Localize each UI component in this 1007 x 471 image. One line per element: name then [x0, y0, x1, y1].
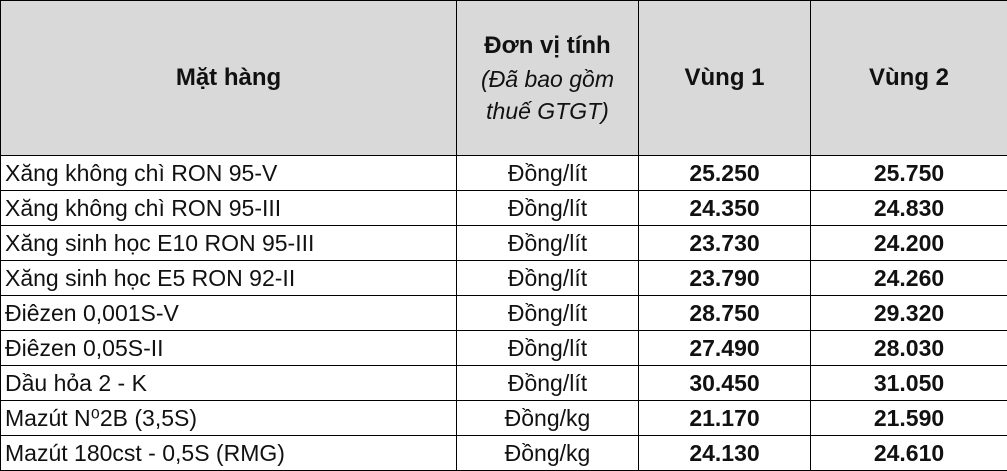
table-cell: 24.200 — [810, 225, 1007, 261]
header-cell: Mặt hàng — [0, 0, 457, 156]
table-cell: 25.750 — [810, 155, 1007, 191]
table-cell: Đồng/lít — [456, 225, 639, 261]
table-cell: 24.130 — [638, 435, 811, 471]
table-cell: Đồng/lít — [456, 365, 639, 401]
table-cell: Xăng không chì RON 95-III — [0, 190, 457, 226]
table-cell: Đồng/lít — [456, 190, 639, 226]
table-cell: 24.610 — [810, 435, 1007, 471]
header-cell: Đơn vị tính (Đã bao gồm thuế GTGT) — [456, 0, 639, 156]
table-cell: 24.260 — [810, 260, 1007, 296]
table-header: Mặt hàng Đơn vị tính (Đã bao gồm thuế GT… — [0, 0, 1007, 156]
table-cell: 24.350 — [638, 190, 811, 226]
table-cell: 29.320 — [810, 295, 1007, 331]
table-cell: Mazút N⁰2B (3,5S) — [0, 400, 457, 436]
table-cell: Đồng/kg — [456, 435, 639, 471]
table-cell: Điêzen 0,001S-V — [0, 295, 457, 331]
table-cell: 21.170 — [638, 400, 811, 436]
header-text: Đơn vị tính — [484, 32, 611, 59]
table-cell: 30.450 — [638, 365, 811, 401]
table-cell: 25.250 — [638, 155, 811, 191]
table-cell: Đồng/lít — [456, 295, 639, 331]
header-row: Mặt hàng Đơn vị tính (Đã bao gồm thuế GT… — [0, 0, 1007, 156]
table-cell: Xăng sinh học E10 RON 95-III — [0, 225, 457, 261]
header-note: (Đã bao gồm thuế GTGT) — [481, 66, 614, 124]
table-cell: Đồng/lít — [456, 155, 639, 191]
table-cell: 24.830 — [810, 190, 1007, 226]
header-cell: Vùng 1 — [638, 0, 811, 156]
table-cell: 23.790 — [638, 260, 811, 296]
table-row: Dầu hỏa 2 - K Đồng/lít 30.450 31.050 — [0, 365, 1007, 401]
table-cell: Đồng/lít — [456, 260, 639, 296]
table-row: Xăng sinh học E10 RON 95-III Đồng/lít 23.7… — [0, 225, 1007, 261]
table-cell: 21.590 — [810, 400, 1007, 436]
table-body: Xăng không chì RON 95-V Đồng/lít 25.250 25.… — [0, 155, 1007, 471]
table-cell: 23.730 — [638, 225, 811, 261]
table-cell: Mazút 180cst - 0,5S (RMG) — [0, 435, 457, 471]
header-cell: Vùng 2 — [810, 0, 1007, 156]
table-cell: 28.750 — [638, 295, 811, 331]
table-cell: 28.030 — [810, 330, 1007, 366]
table-cell: Đồng/lít — [456, 330, 639, 366]
table-cell: 31.050 — [810, 365, 1007, 401]
table-cell: Điêzen 0,05S-II — [0, 330, 457, 366]
table-cell: Dầu hỏa 2 - K — [0, 365, 457, 401]
table-row: Điêzen 0,001S-V Đồng/lít 28.750 29.320 — [0, 295, 1007, 331]
table-cell: Xăng sinh học E5 RON 92-II — [0, 260, 457, 296]
table-cell: 27.490 — [638, 330, 811, 366]
table-row: Mazút N⁰2B (3,5S) Đồng/kg 21.170 21.590 — [0, 400, 1007, 436]
table-row: Mazút 180cst - 0,5S (RMG) Đồng/kg 24.130 24… — [0, 435, 1007, 471]
table-row: Xăng không chì RON 95-V Đồng/lít 25.250 25.… — [0, 155, 1007, 191]
table-row: Xăng không chì RON 95-III Đồng/lít 24.350 2… — [0, 190, 1007, 226]
table-row: Xăng sinh học E5 RON 92-II Đồng/lít 23.790… — [0, 260, 1007, 296]
table-cell: Xăng không chì RON 95-V — [0, 155, 457, 191]
table-cell: Đồng/kg — [456, 400, 639, 436]
table-row: Điêzen 0,05S-II Đồng/lít 27.490 28.030 — [0, 330, 1007, 366]
